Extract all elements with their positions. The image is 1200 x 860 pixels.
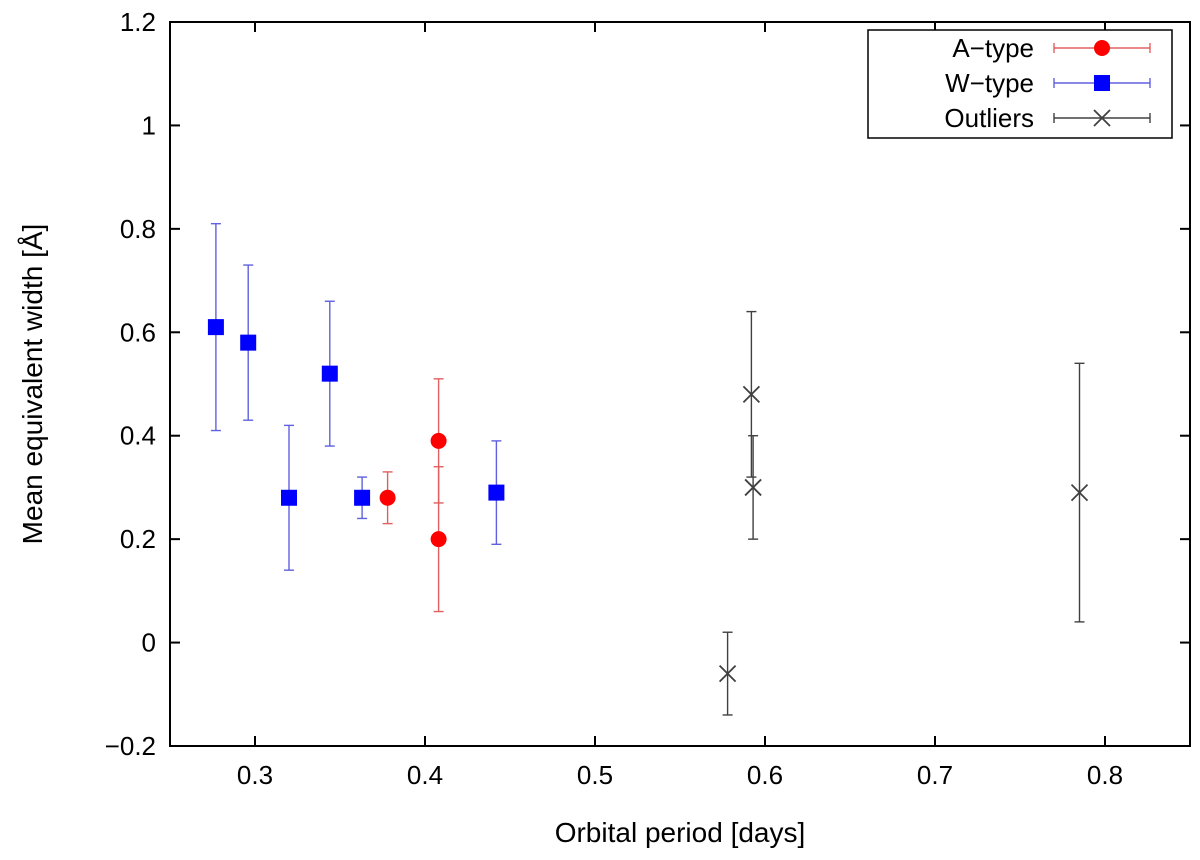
legend-marker: [1094, 40, 1110, 56]
x-tick-label: 0.8: [1087, 760, 1123, 790]
data-point: [488, 484, 505, 501]
x-tick-label: 0.6: [747, 760, 783, 790]
series-circle: [379, 378, 447, 613]
x-tick-label: 0.4: [407, 760, 443, 790]
legend-label: A−type: [952, 33, 1034, 63]
y-tick-label: 0.6: [120, 317, 156, 347]
data-point: [742, 385, 761, 403]
plot-area: [207, 222, 1089, 716]
outlier-mark-stroke: [718, 664, 737, 683]
axis-ticks: 0.3 0.4 0.5 0.6 0.7 0.8 −0.2 0 0.2 0.4 0.6 0.8 1 1.2: [105, 7, 1190, 790]
x-tick-label: 0.3: [237, 760, 273, 790]
data-point: [207, 319, 224, 336]
legend: A−type W−type Outliers: [867, 29, 1173, 139]
y-axis-title: Mean equivalent width [Å]: [17, 224, 48, 545]
y-tick-label: 1: [142, 110, 156, 140]
y-tick-label: 0.4: [120, 421, 156, 451]
y-tick-label: 0.2: [120, 524, 156, 554]
x-axis-title: Orbital period [days]: [555, 817, 806, 848]
series-x: [718, 310, 1089, 716]
outlier-mark-stroke: [742, 385, 761, 403]
data-point: [744, 478, 762, 497]
data-point: [379, 489, 396, 506]
y-tick-label: 0.8: [120, 214, 156, 244]
legend-box: [867, 29, 1173, 139]
y-tick-label: −0.2: [105, 731, 156, 761]
x-tick-label: 0.5: [577, 760, 613, 790]
data-point: [430, 432, 447, 449]
data-point: [430, 531, 447, 548]
data-point: [281, 489, 297, 506]
data-point: [354, 489, 371, 506]
y-tick-label: 0: [142, 628, 156, 658]
legend-label: W−type: [945, 68, 1034, 98]
legend-marker: [1094, 75, 1110, 91]
data-point: [240, 334, 257, 351]
series-square: [207, 222, 505, 571]
outlier-mark-stroke: [1070, 483, 1089, 502]
plot-frame: [169, 21, 1191, 747]
legend-label: Outliers: [944, 103, 1034, 133]
data-point: [1070, 483, 1089, 502]
data-point: [321, 365, 338, 382]
y-tick-label: 1.2: [120, 7, 156, 37]
data-point: [718, 664, 737, 683]
legend-marker: [1093, 109, 1111, 127]
outlier-mark-stroke: [1093, 109, 1111, 127]
x-tick-label: 0.7: [917, 760, 953, 790]
outlier-mark-stroke: [744, 478, 762, 497]
